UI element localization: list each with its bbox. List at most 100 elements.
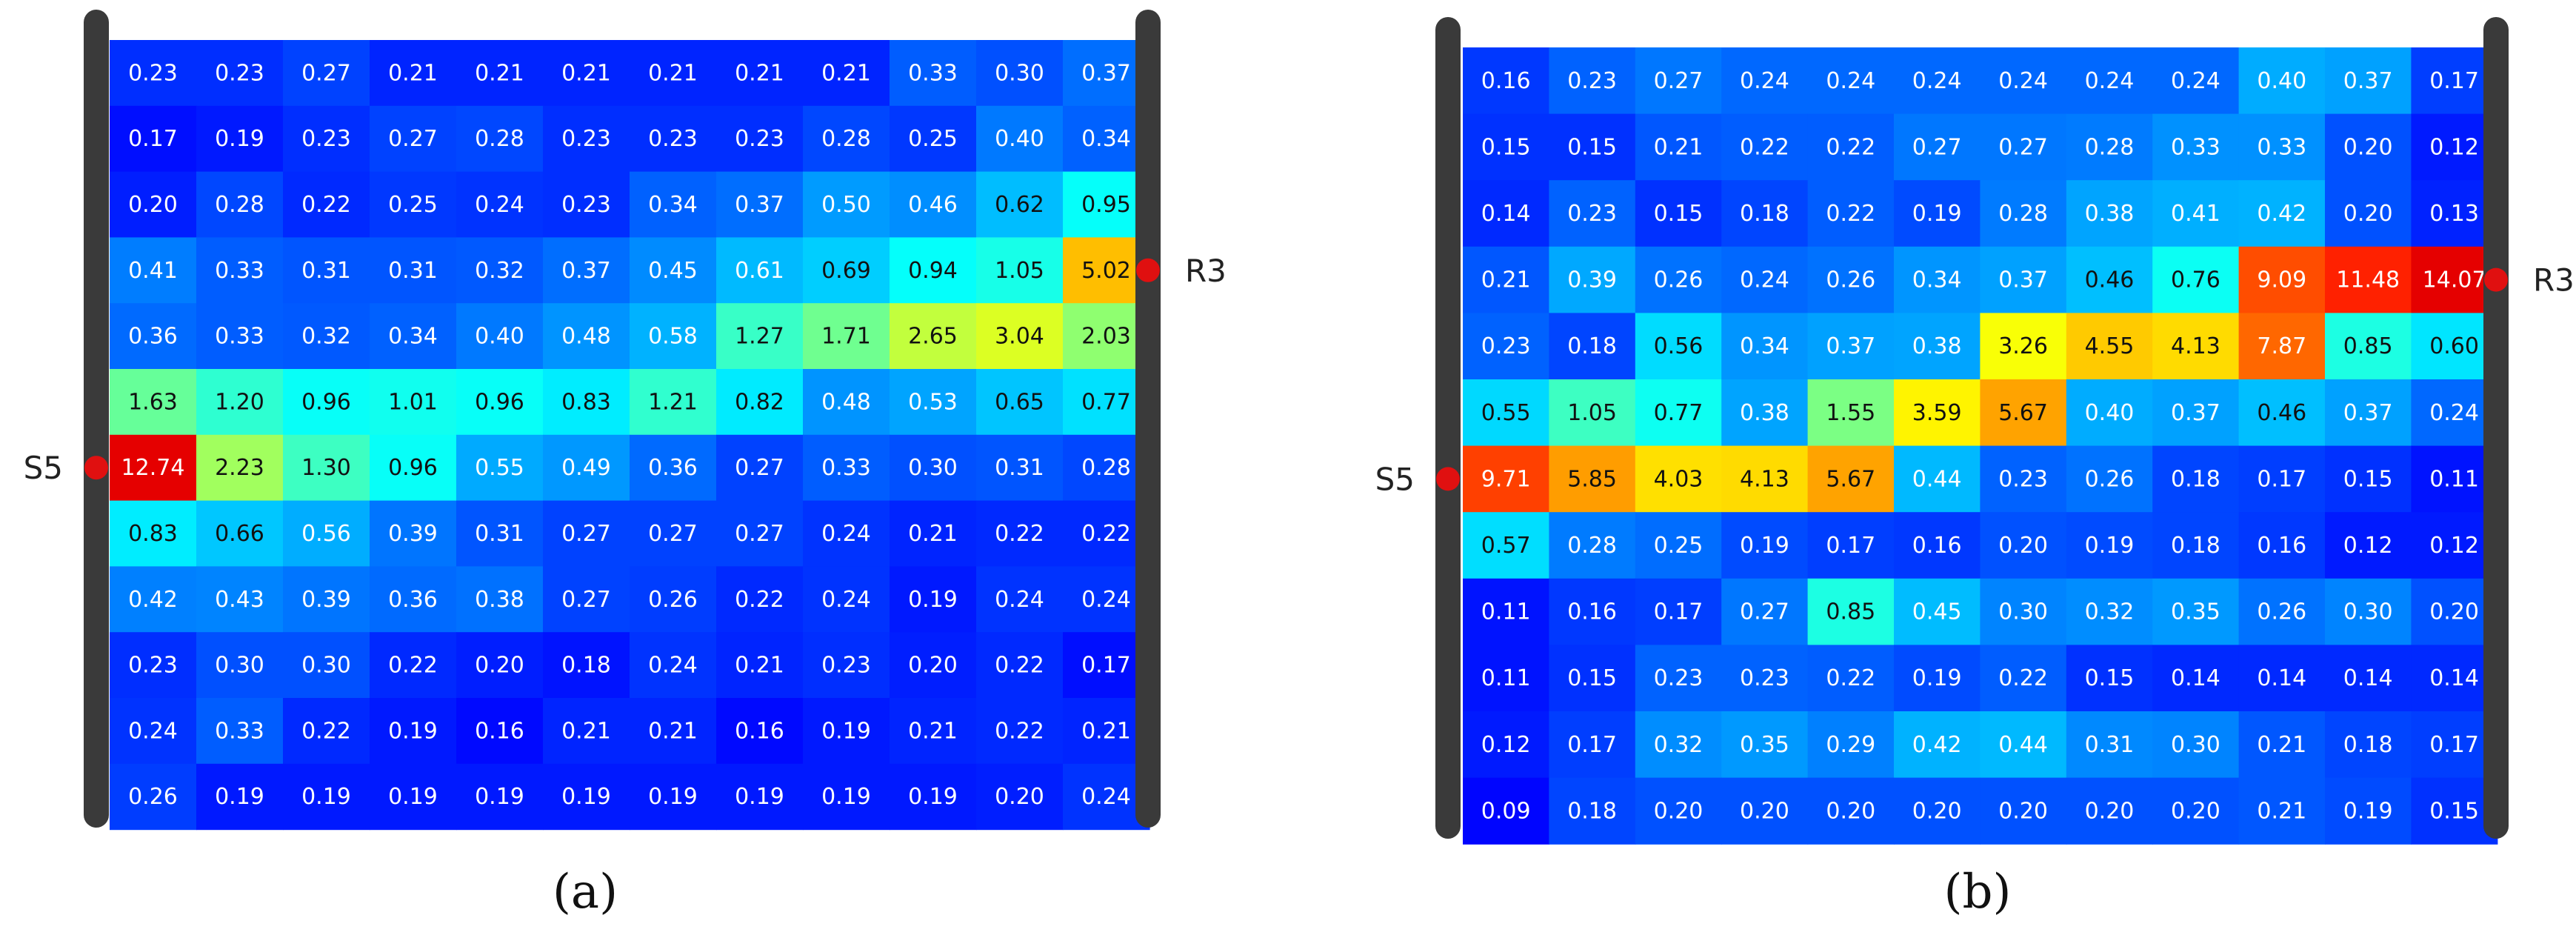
heatmap-cell (1635, 113, 1722, 181)
source-marker (1436, 467, 1460, 491)
heatmap-cell (2066, 645, 2153, 712)
cell-value-label: 0.20 (2429, 599, 2479, 625)
cell-value-label: 0.27 (735, 455, 784, 481)
cell-value-label: 0.24 (2429, 400, 2479, 426)
cell-value-label: 0.17 (1826, 533, 1875, 559)
heatmap-cell (630, 698, 717, 765)
heatmap-cell (2066, 246, 2153, 313)
heatmap-cell (2152, 47, 2240, 115)
cell-value-label: 5.67 (1998, 400, 2048, 426)
cell-value-label: 0.46 (2257, 400, 2306, 426)
cell-value-label: 0.55 (1481, 400, 1531, 426)
source-label: S5 (1375, 461, 1415, 497)
cell-value-label: 3.04 (995, 324, 1044, 350)
cell-value-label: 0.26 (1826, 267, 1875, 293)
cell-value-label: 0.21 (908, 718, 958, 744)
heatmap-cell (803, 632, 890, 699)
heatmap-cell (543, 303, 630, 370)
panel-label: (a) (553, 865, 618, 919)
cell-value-label: 0.20 (2343, 134, 2393, 160)
heatmap-cell (2066, 113, 2153, 181)
cell-value-label: 0.85 (1826, 599, 1875, 625)
cell-value-label: 0.22 (388, 653, 438, 679)
heatmap-cell (1807, 47, 1895, 115)
heatmap-cell (2238, 113, 2326, 181)
heatmap-cell (716, 566, 804, 633)
heatmap-cell (1807, 379, 1895, 447)
cell-value-label: 1.55 (1826, 400, 1875, 426)
heatmap-cell (456, 237, 544, 304)
heatmap-cell (2066, 379, 2153, 447)
cell-value-label: 0.21 (2257, 798, 2306, 824)
cell-value-label: 0.21 (388, 60, 438, 86)
cell-value-label: 0.26 (648, 587, 698, 613)
cell-value-label: 0.26 (1654, 267, 1704, 293)
heatmap-cell (196, 369, 284, 436)
heatmap-cell (1721, 313, 1809, 380)
heatmap-cell (1721, 47, 1809, 115)
heatmap-cell (1894, 47, 1981, 115)
cell-value-label: 0.19 (388, 784, 438, 810)
heatmap-cell (2066, 777, 2153, 845)
cell-value-label: 0.28 (821, 126, 871, 152)
cell-value-label: 0.32 (2085, 599, 2135, 625)
heatmap-cell (456, 500, 544, 567)
heatmap-cell (1721, 379, 1809, 447)
heatmap-cell (1463, 645, 1549, 712)
heatmap-cell (2325, 445, 2412, 513)
cell-value-label: 0.21 (475, 60, 524, 86)
cell-value-label: 0.36 (388, 587, 438, 613)
cell-value-label: 0.19 (648, 784, 698, 810)
cell-value-label: 0.15 (2429, 798, 2479, 824)
heatmap-cell (1980, 313, 2067, 380)
heatmap-cell (630, 237, 717, 304)
heatmap-cell (1635, 645, 1722, 712)
heatmap-cell (543, 105, 630, 173)
cell-value-label: 0.32 (301, 324, 351, 350)
cell-value-label: 0.30 (995, 60, 1044, 86)
cell-value-label: 0.15 (2343, 466, 2393, 492)
cell-value-label: 0.37 (2171, 400, 2220, 426)
heatmap-cell (976, 434, 1064, 502)
heatmap-cell (716, 237, 804, 304)
heatmap-cell (1549, 645, 1636, 712)
heatmap-cell (196, 763, 284, 831)
heatmap-cell (1463, 711, 1549, 779)
cell-value-label: 0.46 (2085, 267, 2135, 293)
heatmap-cell (1549, 313, 1636, 380)
heatmap-cell (543, 632, 630, 699)
heatmap-cell (1980, 777, 2067, 845)
heatmap-cell (803, 566, 890, 633)
cell-value-label: 0.21 (1481, 267, 1531, 293)
heatmap-cell (1635, 379, 1722, 447)
heatmap-cell (543, 369, 630, 436)
cell-value-label: 0.27 (1740, 599, 1789, 625)
heatmap-cell (2411, 379, 2498, 447)
cell-value-label: 0.39 (301, 587, 351, 613)
heatmap-cell (1635, 711, 1722, 779)
heatmap-cell (630, 632, 717, 699)
cell-value-label: 0.40 (2257, 68, 2306, 94)
heatmap-cell (1635, 777, 1722, 845)
heatmap-cell (1463, 379, 1549, 447)
cell-value-label: 1.01 (388, 389, 438, 415)
heatmap-cell (543, 698, 630, 765)
heatmap-cell (1894, 113, 1981, 181)
cell-value-label: 0.27 (1998, 134, 2048, 160)
cell-value-label: 0.56 (1654, 333, 1704, 359)
cell-value-label: 0.31 (475, 521, 524, 547)
heatmap-cell (2152, 313, 2240, 380)
cell-value-label: 0.66 (215, 521, 264, 547)
heatmap-cell (1807, 645, 1895, 712)
cell-value-label: 0.11 (2429, 466, 2479, 492)
heatmap-cell (370, 105, 457, 173)
cell-value-label: 0.16 (2257, 533, 2306, 559)
cell-value-label: 0.24 (1998, 68, 2048, 94)
cell-value-label: 0.42 (1912, 732, 1962, 758)
cell-value-label: 2.23 (215, 455, 264, 481)
heatmap-cell (370, 237, 457, 304)
heatmap-cell (456, 105, 544, 173)
heatmap-cell (110, 434, 197, 502)
cell-value-label: 0.19 (2343, 798, 2393, 824)
heatmap-cell (2066, 47, 2153, 115)
